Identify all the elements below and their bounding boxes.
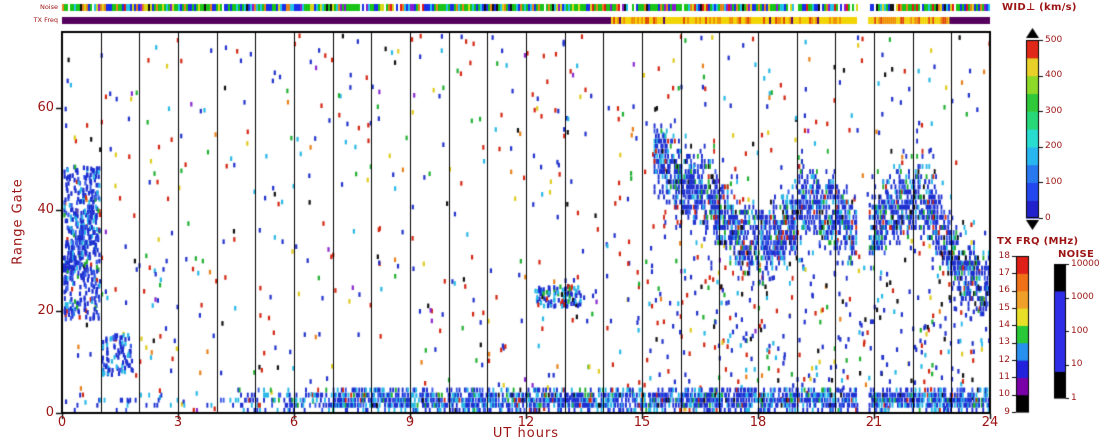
txfrq-scale-tick-18: 18 xyxy=(998,250,1010,261)
noise-scale-tick-10000: 10000 xyxy=(1071,258,1100,269)
y-tick-label-0: 0 xyxy=(45,405,54,420)
txfrq-scale-tick-9: 9 xyxy=(1004,406,1010,417)
noise-legend-title: NOISE xyxy=(1058,249,1095,260)
x-tick-label-15: 15 xyxy=(633,415,651,430)
wid-scale-tick-200: 200 xyxy=(1045,141,1063,152)
noise-scale-tick-100: 100 xyxy=(1071,325,1089,336)
y-axis-label: Range Gate xyxy=(10,178,26,265)
txfrq-scale-tick-10: 10 xyxy=(998,389,1010,400)
x-tick-label-9: 9 xyxy=(405,415,415,430)
wid-scale-tick-400: 400 xyxy=(1045,70,1063,81)
noise-scale-tick-10: 10 xyxy=(1071,359,1083,369)
txfrq-scale-tick-11: 11 xyxy=(998,371,1010,382)
txfreq-strip-label: TX Freq xyxy=(33,16,58,24)
y-tick-label-60: 60 xyxy=(37,100,54,116)
wid-scale-tick-300: 300 xyxy=(1045,105,1063,116)
x-tick-label-6: 6 xyxy=(289,415,299,430)
txfrq-scale-tick-14: 14 xyxy=(998,319,1010,330)
x-tick-label-18: 18 xyxy=(749,415,767,430)
wid-legend-title: WID⊥ (km/s) xyxy=(1002,2,1077,13)
txfrq-scale-tick-16: 16 xyxy=(998,285,1010,296)
x-tick-label-24: 24 xyxy=(981,415,999,430)
y-tick-label-20: 20 xyxy=(37,303,54,319)
x-tick-label-12: 12 xyxy=(517,415,535,430)
txfrq-legend-title: TX FRQ (MHz) xyxy=(997,236,1079,247)
noise-scale-tick-1000: 1000 xyxy=(1071,292,1094,302)
txfrq-scale-tick-13: 13 xyxy=(998,337,1010,348)
noise-strip-label: Noise xyxy=(39,3,58,11)
txfrq-scale-tick-12: 12 xyxy=(998,354,1010,365)
noise-scale-tick-1: 1 xyxy=(1071,392,1077,403)
wid-scale-tick-500: 500 xyxy=(1045,34,1063,45)
wid-scale-tick-0: 0 xyxy=(1045,212,1051,223)
y-tick-label-40: 40 xyxy=(37,201,54,217)
x-tick-label-3: 3 xyxy=(173,415,183,430)
x-axis-label: UT hours xyxy=(492,426,560,441)
x-tick-label-0: 0 xyxy=(57,415,67,430)
wid-scale-tick-100: 100 xyxy=(1045,176,1063,187)
x-tick-label-21: 21 xyxy=(865,415,883,430)
txfrq-scale-tick-17: 17 xyxy=(998,267,1010,278)
txfrq-scale-tick-15: 15 xyxy=(998,302,1010,313)
